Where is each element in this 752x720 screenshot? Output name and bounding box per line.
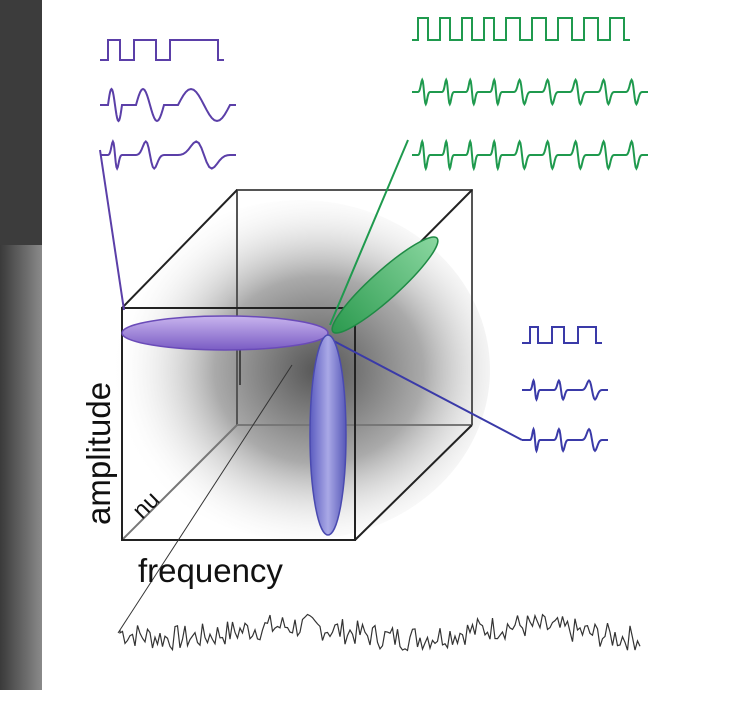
amplitude-label: amplitude: [80, 382, 117, 525]
purple-lobe: [122, 316, 328, 350]
left-strip-dark: [0, 0, 42, 245]
page: amplitude frequency nu (() => { const da…: [0, 0, 752, 720]
blue-lobe: [310, 335, 346, 535]
diagram: amplitude frequency nu: [0, 0, 752, 720]
frequency-label: frequency: [138, 552, 283, 589]
